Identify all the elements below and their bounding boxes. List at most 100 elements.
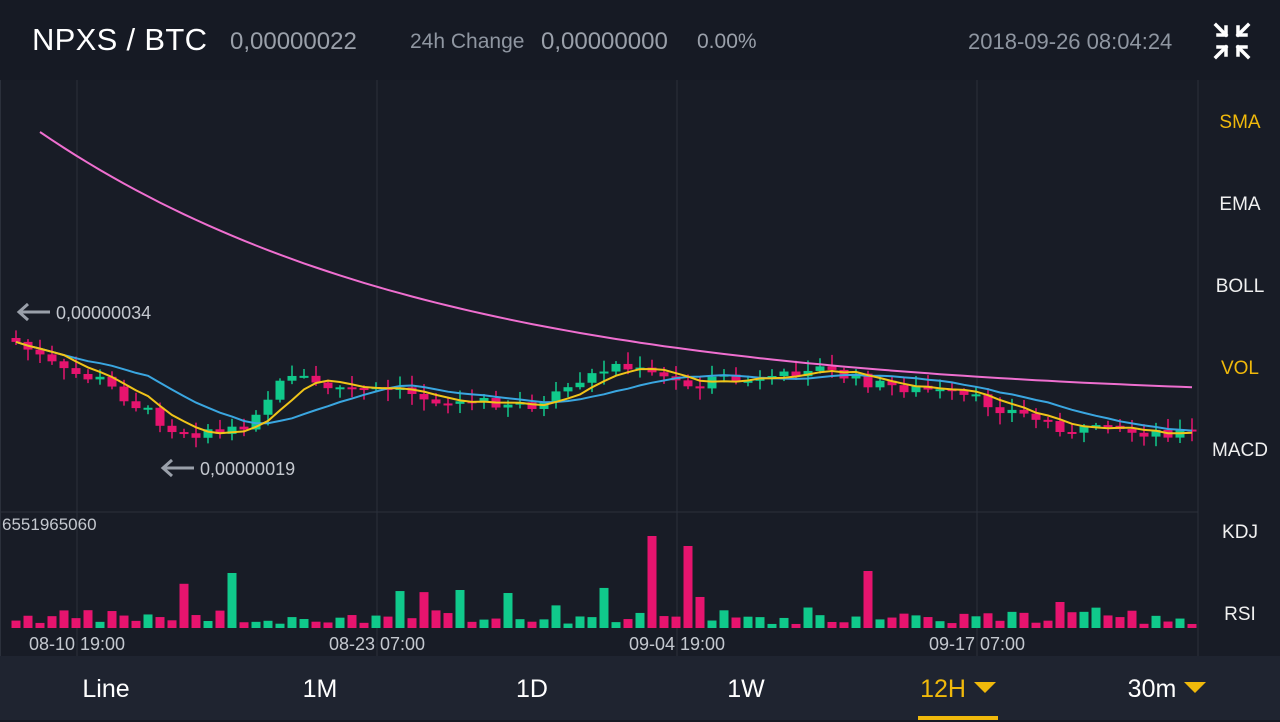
volume-bar bbox=[887, 617, 897, 628]
candle-body bbox=[527, 402, 537, 409]
candle-body bbox=[347, 387, 357, 390]
volume-bar bbox=[935, 621, 945, 628]
volume-bar bbox=[959, 613, 969, 628]
candle-body bbox=[575, 382, 585, 388]
candle-body bbox=[83, 373, 93, 380]
candle-body bbox=[623, 363, 633, 370]
volume-bar bbox=[71, 618, 81, 628]
candle-body bbox=[695, 386, 705, 389]
volume-bar bbox=[371, 615, 381, 628]
tab-label: 1M bbox=[302, 675, 338, 703]
indicator-sma[interactable]: SMA bbox=[1219, 112, 1261, 133]
volume-bar bbox=[155, 617, 165, 628]
volume-bar bbox=[347, 615, 357, 628]
candle-body bbox=[1151, 429, 1161, 437]
tab-30m[interactable]: 30m bbox=[1112, 656, 1222, 720]
timestamp: 2018-09-26 08:04:24 bbox=[968, 29, 1173, 54]
collapse-arrows-icon[interactable] bbox=[1212, 21, 1252, 61]
change-label: 24h Change bbox=[410, 30, 525, 53]
x-tick-label: 08-23 07:00 bbox=[329, 634, 425, 654]
volume-bar bbox=[59, 610, 69, 628]
interval-tabs: Line 1M 1D 1W 12H 30m bbox=[0, 656, 1280, 720]
candle-body bbox=[1079, 426, 1089, 433]
volume-bar bbox=[491, 618, 501, 628]
tab-1d[interactable]: 1D bbox=[474, 656, 590, 720]
indicator-boll[interactable]: BOLL bbox=[1215, 276, 1265, 297]
indicator-ema[interactable]: EMA bbox=[1219, 194, 1261, 215]
x-axis-labels: 08-10 19:00 08-23 07:00 09-04 19:00 09-1… bbox=[29, 634, 1025, 654]
candle-body bbox=[479, 398, 489, 402]
volume-bar bbox=[275, 623, 285, 628]
indicator-vol[interactable]: VOL bbox=[1220, 358, 1260, 379]
indicator-kdj[interactable]: KDJ bbox=[1222, 522, 1258, 543]
candle-body bbox=[911, 385, 921, 393]
dropdown-caret-icon bbox=[1184, 681, 1207, 693]
volume-bar bbox=[635, 612, 645, 628]
candle-body bbox=[1091, 425, 1101, 428]
candle-body bbox=[1067, 431, 1077, 434]
high-price-label: 0,00000034 bbox=[56, 303, 151, 323]
volume-bar bbox=[731, 617, 741, 628]
volume-bar bbox=[383, 616, 393, 628]
volume-bar bbox=[743, 616, 753, 628]
volume-bar bbox=[95, 621, 105, 628]
candle-body bbox=[71, 368, 81, 374]
candle-body bbox=[1043, 419, 1053, 422]
volume-bar bbox=[539, 619, 549, 628]
indicator-macd[interactable]: MACD bbox=[1212, 440, 1268, 461]
volume-bar bbox=[599, 587, 609, 628]
volume-bar bbox=[659, 616, 669, 628]
tab-1w[interactable]: 1W bbox=[688, 656, 804, 720]
candle-body bbox=[995, 407, 1005, 414]
candle-body bbox=[1019, 409, 1029, 414]
candle-body bbox=[731, 374, 741, 382]
ma-slow-line bbox=[39, 131, 1193, 389]
volume-bar bbox=[35, 622, 45, 628]
volume-bar bbox=[971, 616, 981, 628]
volume-bar bbox=[863, 571, 873, 628]
volume-bar bbox=[251, 621, 261, 628]
volume-bar bbox=[455, 590, 465, 628]
volume-bar bbox=[611, 622, 621, 628]
candle-body bbox=[935, 389, 945, 392]
volume-bar bbox=[815, 615, 825, 628]
candle-body bbox=[119, 386, 129, 402]
tab-12h[interactable]: 12H bbox=[918, 656, 998, 720]
candle-body bbox=[815, 366, 825, 371]
indicator-rsi[interactable]: RSI bbox=[1224, 604, 1256, 625]
chart-canvas[interactable]: 0,00000034 0,00000019 6551965060 08-10 1… bbox=[0, 80, 1200, 656]
volume-bar bbox=[875, 619, 885, 628]
volume-bar bbox=[443, 613, 453, 628]
volume-bar bbox=[167, 620, 177, 628]
tab-line[interactable]: Line bbox=[48, 656, 164, 720]
volume-bar bbox=[1115, 617, 1125, 628]
candle-body bbox=[683, 380, 693, 387]
tab-label: 30m bbox=[1127, 675, 1177, 703]
low-marker: 0,00000019 bbox=[160, 458, 295, 479]
candle-body bbox=[611, 363, 621, 372]
tab-label: 12H bbox=[920, 675, 966, 703]
volume-bar bbox=[1079, 611, 1089, 628]
volume-bar bbox=[503, 593, 513, 628]
candle-body bbox=[179, 432, 189, 435]
candle-body bbox=[827, 366, 837, 370]
candle-body bbox=[587, 373, 597, 383]
candle-body bbox=[131, 401, 141, 409]
candle-body bbox=[299, 375, 309, 378]
trading-pair-title: NPXS / BTC bbox=[32, 22, 208, 57]
volume-bar bbox=[1055, 601, 1065, 628]
x-tick-label: 09-17 07:00 bbox=[929, 634, 1025, 654]
x-tick-label: 08-10 19:00 bbox=[29, 634, 125, 654]
volume-bar bbox=[431, 610, 441, 628]
volume-bar bbox=[83, 610, 93, 628]
volume-bar bbox=[1019, 612, 1029, 628]
volume-bar bbox=[587, 617, 597, 628]
volume-bar bbox=[527, 621, 537, 628]
volume-bar bbox=[923, 617, 933, 628]
candle-body bbox=[983, 394, 993, 408]
candlestick-chart[interactable]: 0,00000034 0,00000019 6551965060 08-10 1… bbox=[0, 80, 1280, 656]
volume-bar bbox=[995, 620, 1005, 628]
active-tab-underline bbox=[918, 716, 998, 720]
volume-bar bbox=[707, 620, 717, 628]
tab-1m[interactable]: 1M bbox=[262, 656, 378, 720]
